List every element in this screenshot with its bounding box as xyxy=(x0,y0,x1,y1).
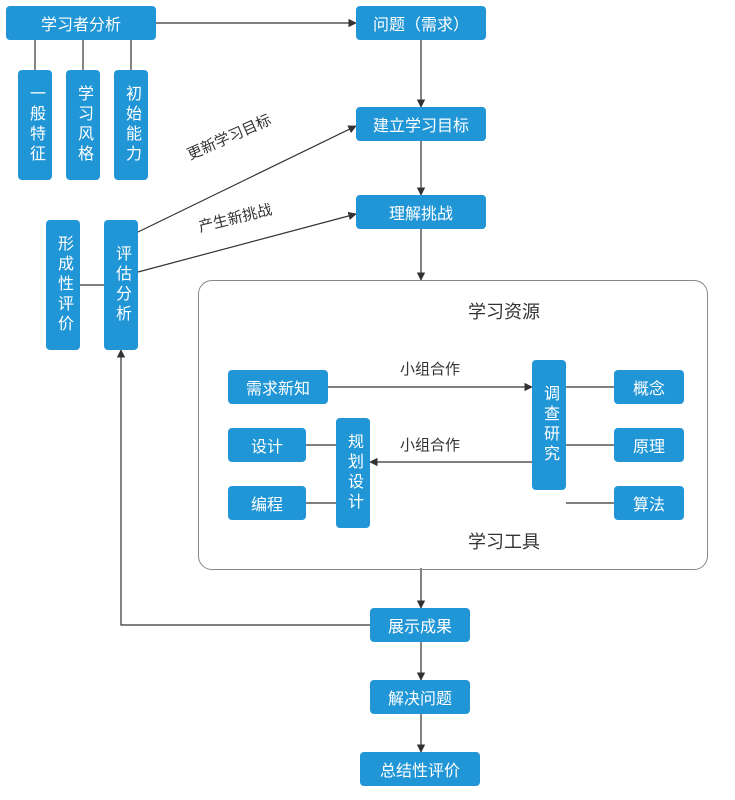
svg-text:更新学习目标: 更新学习目标 xyxy=(185,112,274,164)
node-build-goal: 建立学习目标 xyxy=(356,107,486,141)
node-formative-eval: 形成性评价 xyxy=(46,220,80,350)
node-design: 设计 xyxy=(228,428,306,462)
node-assess-analysis: 评估分析 xyxy=(104,220,138,350)
plain-label-text: 学习资源 xyxy=(468,302,540,322)
node-plan-design: 规划设计 xyxy=(336,418,370,528)
node-label: 算法 xyxy=(633,491,665,515)
node-label: 问题（需求） xyxy=(373,11,469,35)
node-problem-need: 问题（需求） xyxy=(356,6,486,40)
node-label: 理解挑战 xyxy=(389,200,453,224)
plain-label-text: 学习工具 xyxy=(468,532,540,552)
learning-panel xyxy=(198,280,708,570)
node-label: 设计 xyxy=(251,433,283,457)
svg-text:产生新挑战: 产生新挑战 xyxy=(197,201,274,236)
node-label: 展示成果 xyxy=(388,613,452,637)
node-understand-challenge: 理解挑战 xyxy=(356,195,486,229)
node-label: 规划设计 xyxy=(341,433,365,513)
node-need-newknow: 需求新知 xyxy=(228,370,328,404)
node-label: 总结性评价 xyxy=(380,757,460,781)
node-learner-analysis: 学习者分析 xyxy=(6,6,156,40)
node-algorithm: 算法 xyxy=(614,486,684,520)
node-show-result: 展示成果 xyxy=(370,608,470,642)
node-programming: 编程 xyxy=(228,486,306,520)
node-summative-eval: 总结性评价 xyxy=(360,752,480,786)
node-solve-problem: 解决问题 xyxy=(370,680,470,714)
node-label: 一般特征 xyxy=(23,85,47,165)
node-label: 概念 xyxy=(633,375,665,399)
node-principle: 原理 xyxy=(614,428,684,462)
node-label: 调查研究 xyxy=(537,385,561,465)
label-learning-resources: 学习资源 xyxy=(468,298,540,324)
node-general-trait: 一般特征 xyxy=(18,70,52,180)
node-investigate: 调查研究 xyxy=(532,360,566,490)
node-label: 评估分析 xyxy=(109,245,133,325)
label-learning-tools: 学习工具 xyxy=(468,528,540,554)
node-label: 建立学习目标 xyxy=(373,112,469,136)
node-concept: 概念 xyxy=(614,370,684,404)
node-learn-style: 学习风格 xyxy=(66,70,100,180)
node-label: 初始能力 xyxy=(119,85,143,165)
node-initial-ability: 初始能力 xyxy=(114,70,148,180)
node-label: 学习者分析 xyxy=(41,11,121,35)
node-label: 形成性评价 xyxy=(51,235,75,335)
node-label: 编程 xyxy=(251,491,283,515)
node-label: 解决问题 xyxy=(388,685,452,709)
node-label: 学习风格 xyxy=(71,85,95,165)
node-label: 原理 xyxy=(633,433,665,457)
node-label: 需求新知 xyxy=(246,375,310,399)
